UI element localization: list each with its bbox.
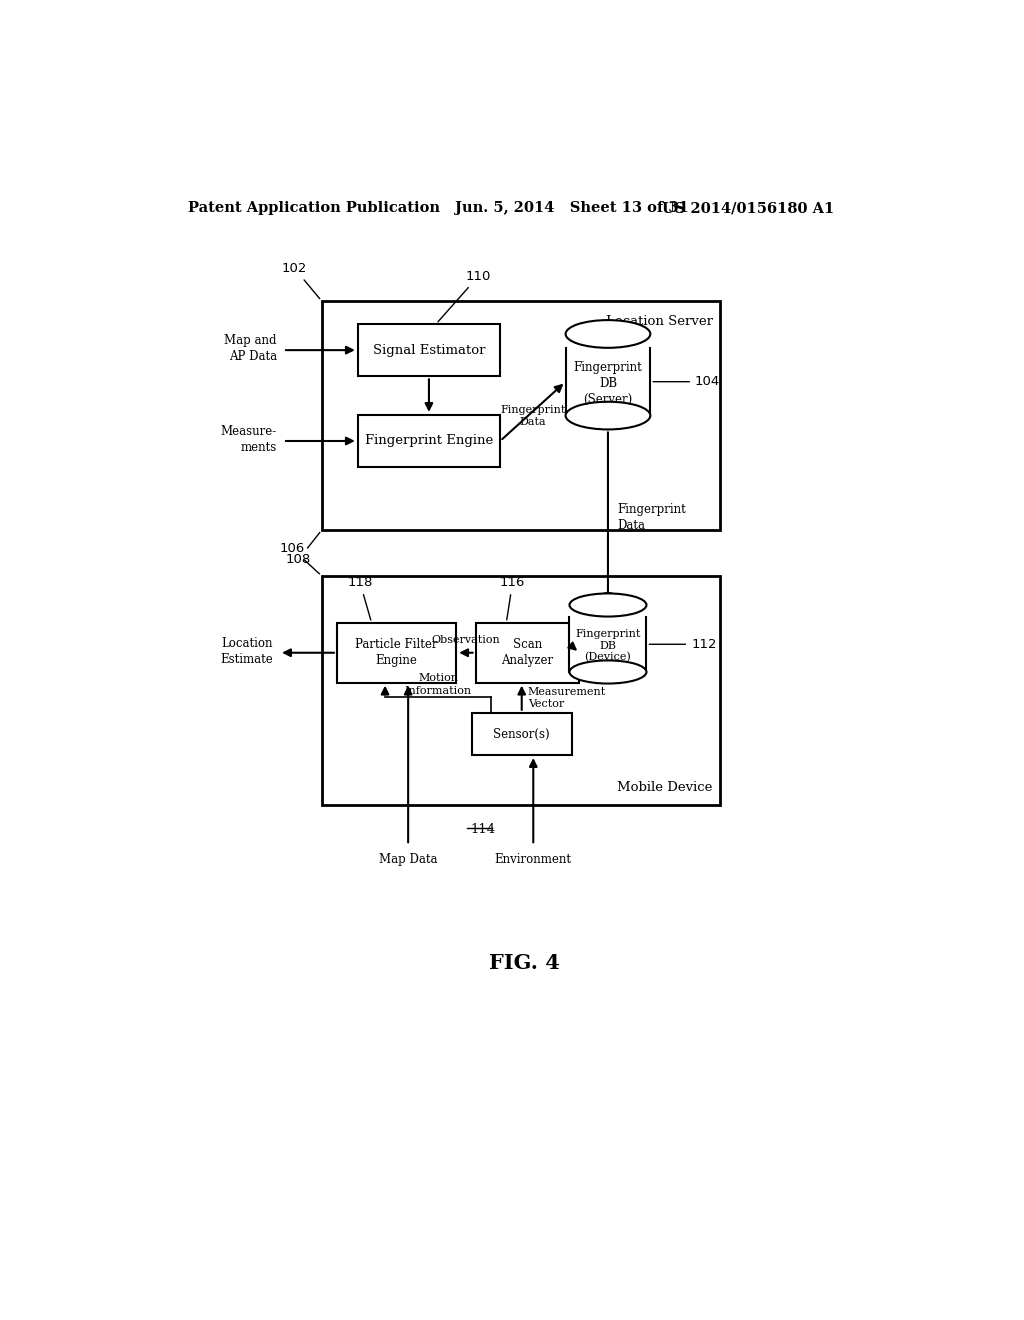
Bar <box>322 576 720 805</box>
Text: US 2014/0156180 A1: US 2014/0156180 A1 <box>662 202 835 215</box>
Text: Map and
AP Data: Map and AP Data <box>224 334 276 363</box>
Text: 106: 106 <box>280 543 319 574</box>
Text: 108: 108 <box>286 532 319 566</box>
Text: Patent Application Publication: Patent Application Publication <box>188 202 440 215</box>
Text: Fingerprint
Data: Fingerprint Data <box>617 503 686 532</box>
Text: Location
Estimate: Location Estimate <box>220 636 273 665</box>
Ellipse shape <box>569 660 646 684</box>
Text: Environment: Environment <box>495 853 571 866</box>
Bar <box>337 623 457 682</box>
Text: Particle Filter
Engine: Particle Filter Engine <box>355 639 438 667</box>
Text: Fingerprint
DB
(Server): Fingerprint DB (Server) <box>573 360 642 405</box>
Text: 116: 116 <box>500 576 525 620</box>
Text: 114: 114 <box>471 824 496 837</box>
Text: Sensor(s): Sensor(s) <box>494 727 550 741</box>
Text: 104: 104 <box>653 375 720 388</box>
Text: Jun. 5, 2014   Sheet 13 of 31: Jun. 5, 2014 Sheet 13 of 31 <box>456 202 689 215</box>
Text: Motion
Information: Motion Information <box>404 673 471 696</box>
Text: 102: 102 <box>282 261 319 298</box>
Text: Measure-
ments: Measure- ments <box>220 425 276 454</box>
Bar <box>569 616 646 672</box>
Text: Observation: Observation <box>431 635 501 645</box>
Ellipse shape <box>569 594 646 616</box>
Text: Fingerprint
Data: Fingerprint Data <box>500 405 565 428</box>
Text: Measurement
Vector: Measurement Vector <box>528 686 606 709</box>
Text: Location Server: Location Server <box>605 314 713 327</box>
Text: 112: 112 <box>649 638 717 651</box>
Ellipse shape <box>565 321 650 348</box>
Text: 118: 118 <box>347 576 373 620</box>
Text: FIG. 4: FIG. 4 <box>489 953 560 973</box>
Bar <box>565 348 650 416</box>
Text: Mobile Device: Mobile Device <box>617 780 713 793</box>
Ellipse shape <box>565 401 650 429</box>
Text: Map Data: Map Data <box>379 853 437 866</box>
Bar <box>357 414 500 467</box>
Bar <box>357 323 500 376</box>
Text: Fingerprint Engine: Fingerprint Engine <box>365 434 494 447</box>
Bar <box>472 713 571 755</box>
Bar <box>475 623 580 682</box>
Bar <box>322 301 720 531</box>
Text: 110: 110 <box>438 269 492 322</box>
Text: Fingerprint
DB
(Device): Fingerprint DB (Device) <box>575 630 641 663</box>
Text: Signal Estimator: Signal Estimator <box>373 343 485 356</box>
Text: Scan
Analyzer: Scan Analyzer <box>502 639 554 667</box>
